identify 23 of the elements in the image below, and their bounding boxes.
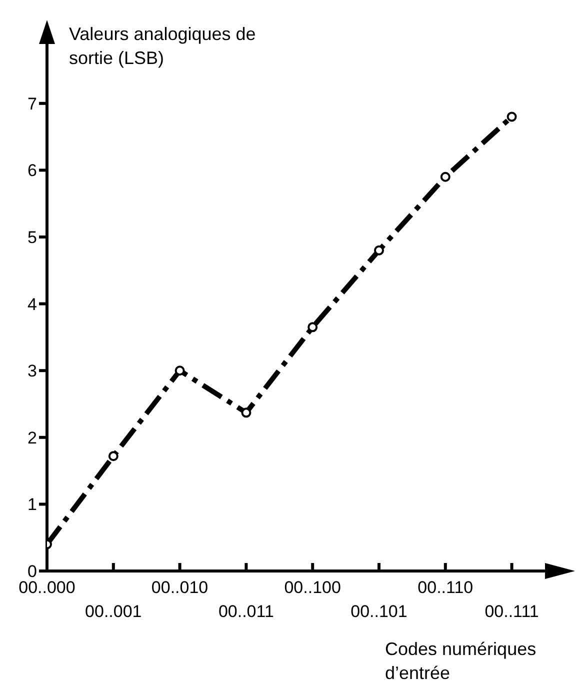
y-tick-label: 4: [28, 294, 37, 314]
y-tick-label: 6: [28, 161, 37, 180]
y-tick-label: 1: [28, 495, 37, 514]
point: [440, 172, 450, 182]
x-tick-label: 00..101: [350, 602, 408, 621]
x-tick-label: 00..011: [218, 602, 274, 621]
x-axis-title: Codes numériques d’entrée: [385, 638, 538, 685]
y-tick-label: 2: [28, 428, 37, 448]
point: [174, 366, 185, 376]
y-tick-label: 3: [28, 362, 37, 381]
y-axis-title: Valeurs analogiques de sortie (LSB): [69, 23, 257, 70]
point: [241, 408, 252, 418]
point: [308, 322, 318, 332]
x-tick-label: 00..110: [418, 578, 474, 597]
y-tick-label: 7: [28, 94, 37, 114]
point: [108, 451, 118, 462]
x-tick-label: 00..001: [85, 602, 142, 621]
y-tick-label: 5: [28, 228, 37, 248]
point: [506, 112, 517, 122]
point: [374, 245, 384, 256]
x-tick-label: 00..100: [284, 578, 341, 597]
x-tick-label: 00..111: [484, 602, 539, 621]
x-tick-label: 00..010: [151, 578, 208, 597]
